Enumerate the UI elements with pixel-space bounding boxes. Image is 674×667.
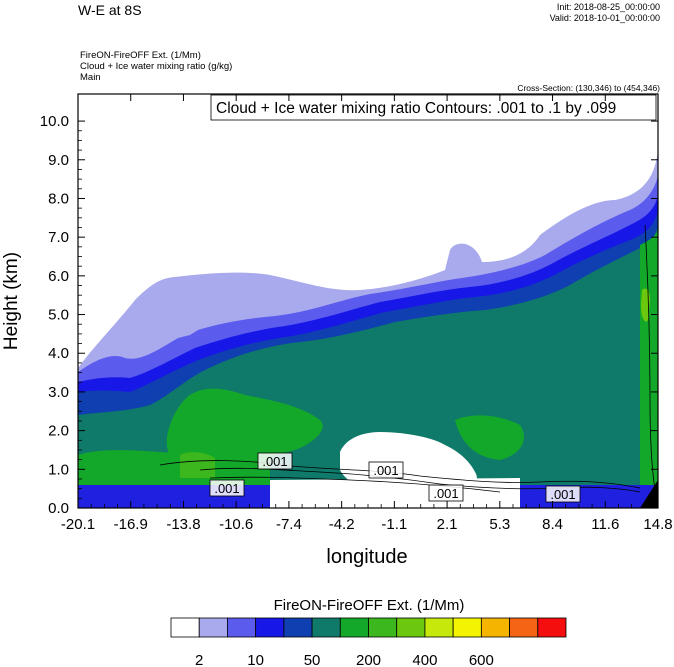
colorbar-swatch (509, 617, 539, 638)
y-tick-label: 1.0 (48, 461, 69, 478)
y-axis-label: Height (km) (1, 252, 22, 350)
contour-label: .001 (262, 454, 287, 469)
subtitle-line-2: Cloud + Ice water mixing ratio (g/kg) (80, 61, 233, 72)
init-time: Init: 2018-08-25_00:00:00 (556, 2, 660, 12)
colorbar-swatch (311, 617, 341, 638)
y-tick-label: 5.0 (48, 307, 69, 324)
colorbar-swatch (227, 617, 257, 638)
x-tick-label: -13.8 (166, 516, 200, 533)
colorbar-swatch (198, 617, 228, 638)
x-tick-label: 2.1 (437, 516, 458, 533)
level-band-300-patch (641, 288, 650, 322)
level-band-200-patch-3 (455, 415, 524, 460)
contour-label-box (209, 479, 245, 497)
colorbar-tick-label: 600 (469, 652, 494, 667)
y-tick-label: 6.0 (48, 268, 69, 285)
contour-label-box (428, 484, 464, 502)
x-tick-label: -1.1 (381, 516, 407, 533)
colorbar-tick-labels: 2 10 50 200 400 600 (195, 652, 494, 667)
colorbar-tick-label: 400 (412, 652, 437, 667)
contour-info-text: Cloud + Ice water mixing ratio Contours:… (216, 100, 616, 117)
colorbar-tick-label: 200 (356, 652, 381, 667)
contour-label: .001 (214, 481, 239, 496)
contour-label: .001 (373, 463, 398, 478)
y-tick-label: 7.0 (48, 229, 69, 246)
contour-label: .001 (433, 486, 458, 501)
x-axis: -20.1 -16.9 -13.8 -10.6 -7.4 -4.2 -1.1 2.1 5.3 8.… (61, 94, 673, 533)
colorbar (170, 617, 567, 638)
x-tick-label: -20.1 (61, 516, 95, 533)
colorbar-swatch (480, 617, 510, 638)
x-tick-label: 8.4 (542, 516, 563, 533)
colorbar-swatch (424, 617, 454, 638)
colorbar-tick-label: 50 (304, 652, 321, 667)
colorbar-swatch (537, 617, 567, 638)
colorbar-swatch (283, 617, 313, 638)
colorbar-swatch (255, 617, 285, 638)
colorbar-swatch (339, 617, 369, 638)
colorbar-swatch (396, 617, 426, 638)
x-tick-label: -7.4 (276, 516, 302, 533)
y-tick-label: 9.0 (48, 152, 69, 169)
x-tick-label: -4.2 (329, 516, 355, 533)
x-tick-label: 14.8 (643, 516, 672, 533)
y-tick-label: 2.0 (48, 423, 69, 440)
colorbar-tick-label: 10 (247, 652, 264, 667)
cross-section-label: Cross-Section: (130,346) to (454,346) (517, 83, 660, 93)
x-tick-label: 11.6 (591, 516, 619, 533)
y-axis: 0.0 1.0 2.0 3.0 4.0 5.0 6.0 7.0 8.0 9.0 10.0 (40, 113, 658, 517)
colorbar-swatch (368, 617, 398, 638)
contour-labels: .001 .001 .001 .001 .001 (209, 452, 581, 503)
y-tick-label: 10.0 (40, 113, 69, 130)
contour-label: .001 (550, 487, 575, 502)
terrain-wedge (640, 480, 658, 508)
level-band-200-patch-1 (166, 388, 323, 465)
subtitle-line-3: Main (80, 72, 101, 83)
contour-label-box (368, 461, 404, 479)
contour-label-box (257, 452, 293, 470)
valid-time: Valid: 2018-10-01_00:00:00 (549, 13, 660, 23)
colorbar-title: FireON-FireOFF Ext. (1/Mm) (274, 597, 465, 614)
y-tick-label: 0.0 (48, 500, 69, 517)
level-band-200-patch-2 (78, 450, 270, 485)
y-tick-label: 4.0 (48, 345, 69, 362)
y-tick-label: 8.0 (48, 190, 69, 207)
contour-info-box (210, 94, 657, 121)
x-tick-label: -10.6 (219, 516, 253, 533)
x-tick-label: 5.3 (489, 516, 510, 533)
colorbar-swatch (170, 617, 200, 638)
contour-label-box (545, 485, 581, 503)
colorbar-tick-label: 2 (195, 652, 203, 667)
level-band-250-patch (180, 452, 215, 478)
chart-title: W-E at 8S (78, 2, 142, 18)
y-tick-label: 3.0 (48, 384, 69, 401)
level-band-200-patch-4 (640, 230, 658, 500)
x-axis-label: longitude (326, 546, 407, 568)
subtitle-line-1: FireON-FireOFF Ext. (1/Mm) (80, 50, 201, 61)
colorbar-swatch (452, 617, 482, 638)
x-tick-label: -16.9 (114, 516, 148, 533)
shaded-field (78, 94, 658, 508)
